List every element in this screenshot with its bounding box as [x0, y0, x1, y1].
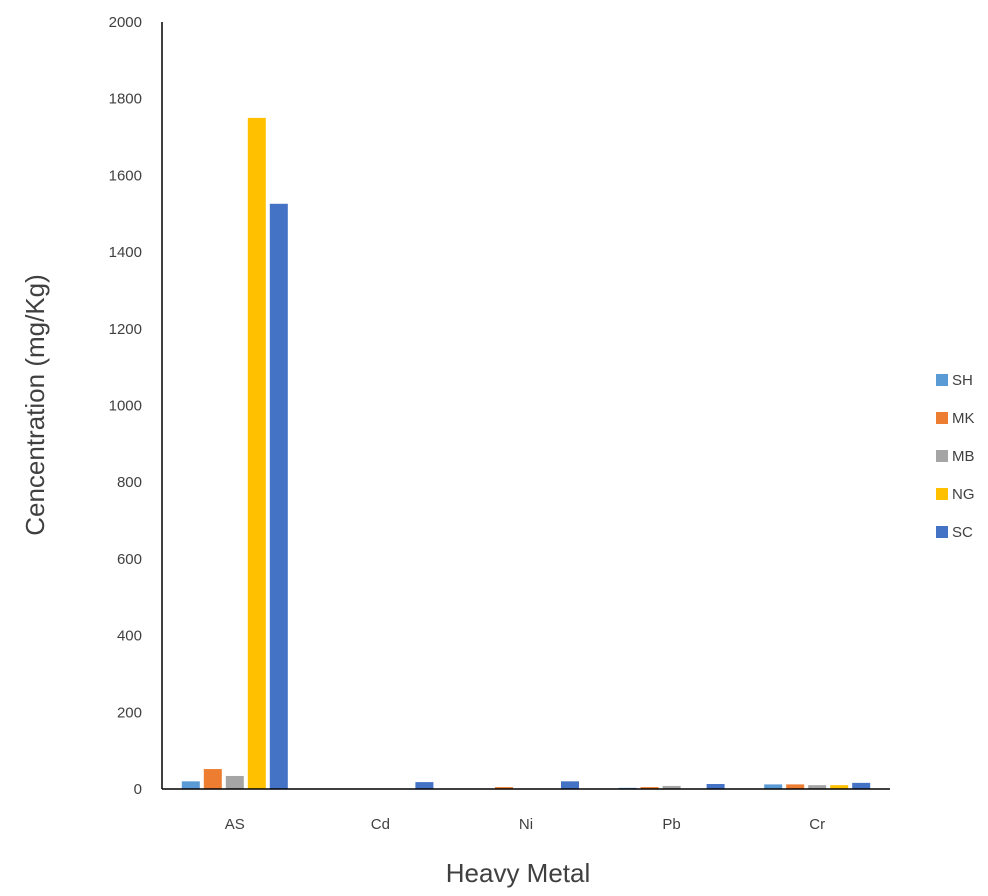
x-axis-title: Heavy Metal: [446, 858, 591, 888]
y-tick-label: 1000: [109, 398, 142, 415]
bar-sc-ni: [561, 781, 579, 789]
legend-label-sc: SC: [952, 524, 973, 541]
x-tick-label: Cr: [809, 816, 825, 833]
bar-sc-cd: [415, 782, 433, 789]
bar-mk-as: [204, 769, 222, 789]
legend-label-sh: SH: [952, 372, 973, 389]
legend-swatch-ng: [936, 488, 948, 500]
legend-label-mk: MK: [952, 410, 975, 427]
bar-sc-cr: [852, 783, 870, 789]
y-tick-label: 1200: [109, 321, 142, 338]
y-tick-labels: 0 200 400 600 800 1000 1200 1400 1600 1800 2000: [109, 14, 142, 798]
y-tick-label: 1600: [109, 167, 142, 184]
x-tick-label: Ni: [519, 816, 533, 833]
y-tick-label: 800: [117, 474, 142, 491]
y-tick-label: 1800: [109, 91, 142, 108]
y-tick-label: 600: [117, 551, 142, 568]
bar-sc-as: [270, 204, 288, 789]
legend-label-ng: NG: [952, 486, 975, 503]
bar-mb-as: [226, 776, 244, 789]
y-tick-label: 0: [134, 781, 142, 798]
legend-swatch-sc: [936, 526, 948, 538]
x-tick-label: AS: [225, 816, 245, 833]
x-tick-labels: AS Cd Ni Pb Cr: [225, 816, 825, 833]
y-tick-label: 2000: [109, 14, 142, 31]
y-tick-label: 1400: [109, 244, 142, 261]
legend-swatch-mk: [936, 412, 948, 424]
bar-sh-as: [182, 781, 200, 789]
y-tick-label: 400: [117, 628, 142, 645]
bar-ng-as: [248, 118, 266, 789]
y-axis-title: Cencentration (mg/Kg): [20, 274, 50, 536]
legend: SH MK MB NG SC: [936, 372, 975, 541]
legend-swatch-sh: [936, 374, 948, 386]
legend-swatch-mb: [936, 450, 948, 462]
x-tick-label: Pb: [662, 816, 680, 833]
y-tick-label: 200: [117, 704, 142, 721]
bars-layer: [182, 118, 870, 789]
x-tick-label: Cd: [371, 816, 390, 833]
legend-label-mb: MB: [952, 448, 975, 465]
